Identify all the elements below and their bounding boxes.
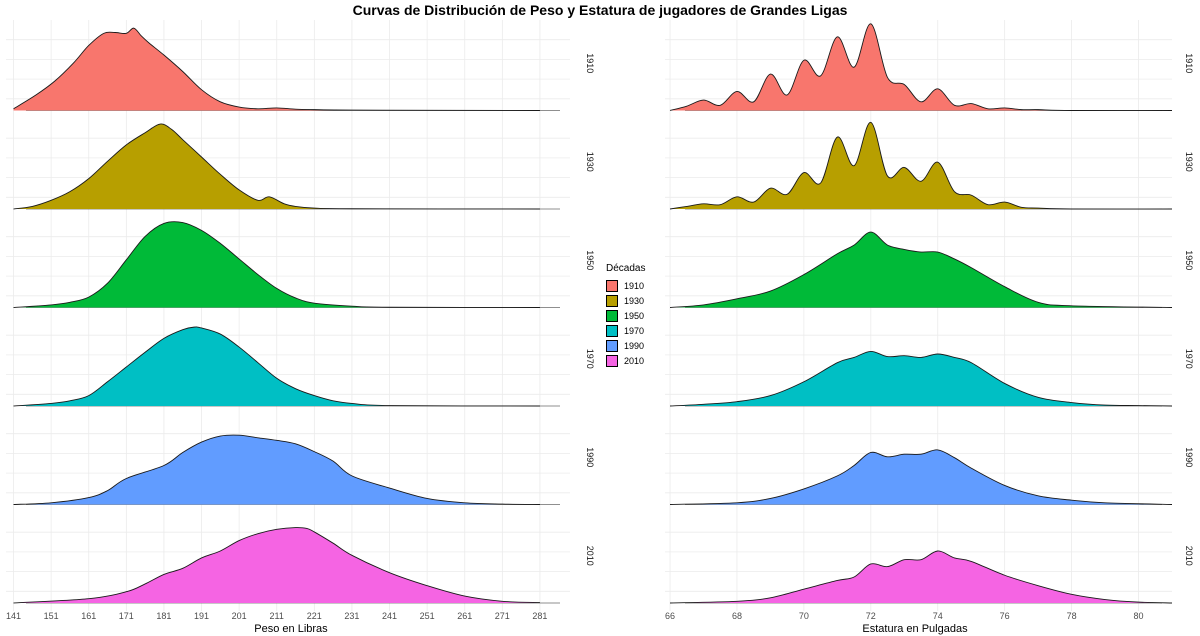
x-tick-label: 70 xyxy=(799,611,809,621)
x-axis-label: Peso en Libras xyxy=(254,623,328,635)
facet-label-1970: 1970 xyxy=(1184,349,1194,369)
density-area-1970 xyxy=(13,326,540,406)
x-tick-label: 66 xyxy=(665,611,675,621)
x-tick-label: 271 xyxy=(495,611,510,621)
legend-item-1910: 1910 xyxy=(606,278,645,293)
density-line-1930 xyxy=(13,123,540,210)
x-tick-label: 221 xyxy=(307,611,322,621)
legend-key xyxy=(606,354,618,367)
density-area-1950 xyxy=(670,232,1172,308)
legend-label: 1930 xyxy=(624,295,645,306)
facet-label-1910: 1910 xyxy=(1184,53,1194,73)
x-tick-label: 76 xyxy=(1000,611,1010,621)
legend-title: Décadas xyxy=(606,263,646,274)
x-tick-label: 181 xyxy=(156,611,171,621)
facet-label-1910: 1910 xyxy=(585,53,595,73)
density-line-1990 xyxy=(670,449,1173,505)
x-tick-label: 68 xyxy=(732,611,742,621)
density-line-1910 xyxy=(669,23,1173,112)
density-area-1930 xyxy=(670,122,1172,210)
x-tick-label: 151 xyxy=(44,611,59,621)
x-tick-label: 251 xyxy=(420,611,435,621)
facet-label-1970: 1970 xyxy=(585,349,595,369)
legend: Décadas 1910 1930 1950 1970 1990 2010 xyxy=(606,263,645,368)
facet-label-1990: 1990 xyxy=(1184,447,1194,467)
facet-label-1950: 1950 xyxy=(1184,250,1194,270)
facet-label-2010: 2010 xyxy=(1184,546,1194,566)
density-area-1930 xyxy=(13,123,540,209)
density-line-1930 xyxy=(669,121,1173,210)
legend-label: 1970 xyxy=(624,325,645,336)
density-line-1950 xyxy=(13,221,540,308)
x-tick-label: 171 xyxy=(119,611,134,621)
legend-item-2010: 2010 xyxy=(606,353,645,368)
x-tick-label: 281 xyxy=(532,611,547,621)
x-tick-label: 161 xyxy=(81,611,96,621)
legend-item-1950: 1950 xyxy=(606,308,645,323)
density-area-1950 xyxy=(13,221,540,308)
legend-key xyxy=(606,294,618,307)
facet-label-1930: 1930 xyxy=(1184,152,1194,172)
legend-label: 2010 xyxy=(624,355,645,366)
density-area-1970 xyxy=(670,351,1172,406)
x-tick-label: 201 xyxy=(232,611,247,621)
legend-item-1930: 1930 xyxy=(606,293,645,308)
x-axis-label: Estatura en Pulgadas xyxy=(862,623,968,635)
density-area-1910 xyxy=(13,28,540,111)
density-line-1990 xyxy=(13,434,540,505)
density-area-2010 xyxy=(670,550,1172,603)
density-line-2010 xyxy=(13,527,540,604)
legend-label: 1990 xyxy=(624,340,645,351)
chart-title: Curvas de Distribución de Peso y Estatur… xyxy=(352,2,848,18)
density-area-1990 xyxy=(670,449,1172,505)
legend-label: 1910 xyxy=(624,280,645,291)
x-tick-label: 191 xyxy=(194,611,209,621)
x-tick-label: 74 xyxy=(933,611,943,621)
density-area-1910 xyxy=(670,23,1172,111)
facet-label-1990: 1990 xyxy=(585,447,595,467)
x-tick-label: 231 xyxy=(344,611,359,621)
legend-item-1990: 1990 xyxy=(606,338,645,353)
density-line-1970 xyxy=(669,350,1173,407)
x-tick-label: 72 xyxy=(866,611,876,621)
legend-key xyxy=(606,309,618,322)
x-tick-label: 241 xyxy=(382,611,397,621)
x-tick-label: 261 xyxy=(457,611,472,621)
facet-label-2010: 2010 xyxy=(585,546,595,566)
legend-key xyxy=(606,339,618,352)
density-line-1910 xyxy=(13,27,540,111)
x-tick-label: 141 xyxy=(6,611,21,621)
density-area-1990 xyxy=(13,434,540,505)
facet-label-1930: 1930 xyxy=(585,152,595,172)
facet-label-1950: 1950 xyxy=(585,250,595,270)
x-tick-label: 78 xyxy=(1067,611,1077,621)
density-line-1970 xyxy=(13,326,540,407)
legend-key xyxy=(606,279,618,292)
density-line-2010 xyxy=(670,550,1173,604)
legend-item-1970: 1970 xyxy=(606,323,645,338)
legend-label: 1950 xyxy=(624,310,645,321)
x-tick-label: 211 xyxy=(270,611,284,621)
x-tick-label: 80 xyxy=(1134,611,1144,621)
legend-key xyxy=(606,324,618,337)
density-line-1950 xyxy=(669,231,1173,308)
